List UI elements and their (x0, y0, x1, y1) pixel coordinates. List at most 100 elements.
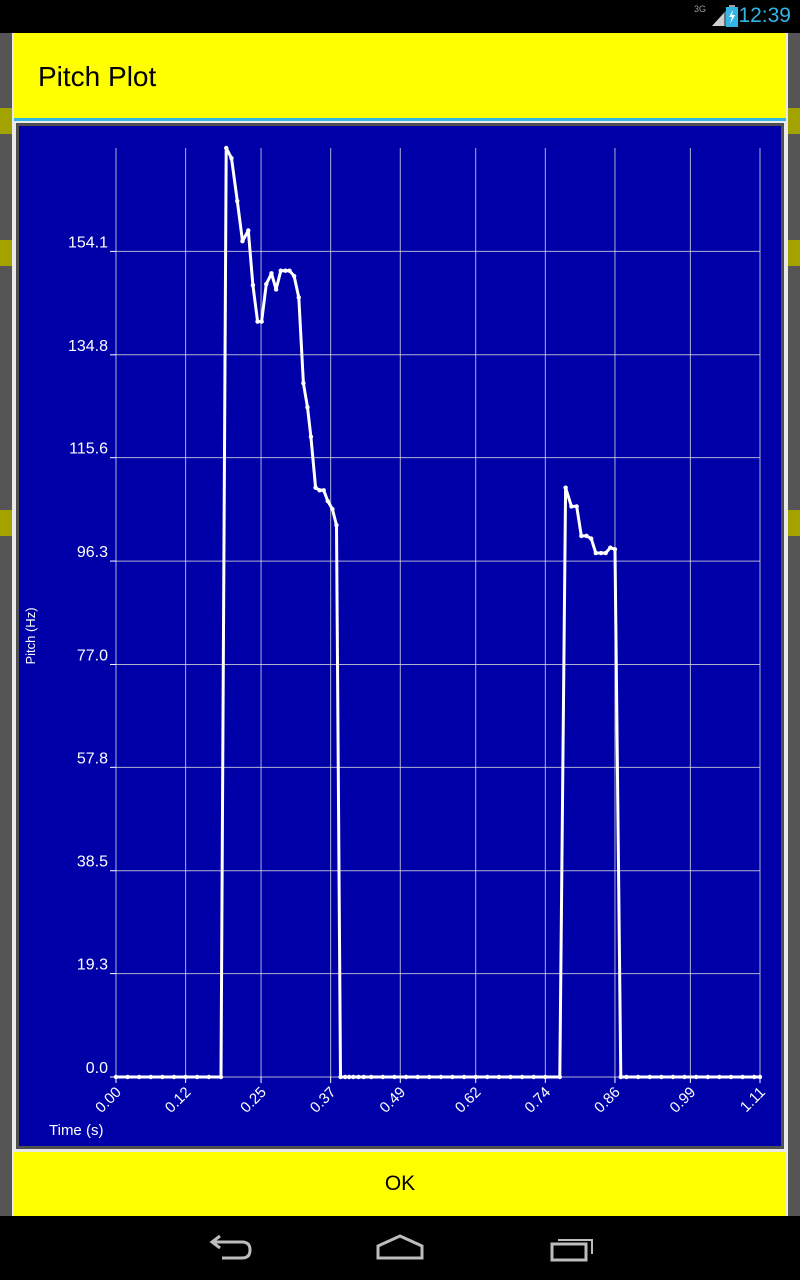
pitch-point (273, 287, 279, 292)
pitch-point (113, 1074, 119, 1080)
x-tick-label: 1.11 (737, 1084, 769, 1116)
pitch-chart: 0.00 0.12 0.25 0.37 0.49 0.62 0.74 0.86 0.99 1.11… (23, 145, 769, 1139)
pitch-point (308, 434, 314, 439)
pitch-point (183, 1074, 188, 1080)
x-tick-label: 0.12 (162, 1084, 195, 1117)
pitch-point (347, 1074, 352, 1080)
plot-frame: 0.00 0.12 0.25 0.37 0.49 0.62 0.74 0.86 0.99 1.11… (16, 123, 784, 1149)
y-tick-label: 19.3 (77, 957, 108, 974)
dialog-title-bar: Pitch Plot (14, 33, 786, 118)
pitch-point (313, 485, 318, 490)
pitch-point (224, 145, 229, 151)
pitch-point (351, 1074, 356, 1080)
pitch-point (598, 550, 604, 556)
pitch-point (563, 485, 568, 490)
pitch-point (415, 1074, 420, 1080)
pitch-point (392, 1074, 397, 1080)
background-marker (0, 240, 14, 266)
background-marker (786, 108, 800, 134)
pitch-point (612, 547, 618, 552)
pitch-point (519, 1074, 525, 1080)
background-marker (0, 108, 14, 134)
chart-axes: 0.00 0.12 0.25 0.37 0.49 0.62 0.74 0.86 0.99 1.11… (68, 234, 769, 1116)
pitch-point (728, 1074, 734, 1080)
pitch-point (557, 1074, 563, 1080)
pitch-point (635, 1074, 641, 1080)
pitch-point (330, 506, 335, 512)
chart-series (113, 145, 763, 1080)
pitch-point (137, 1074, 142, 1080)
pitch-point (584, 533, 589, 539)
y-tick-label: 77.0 (77, 647, 108, 664)
pitch-chart-area: 0.00 0.12 0.25 0.37 0.49 0.62 0.74 0.86 0.99 1.11… (19, 126, 781, 1146)
pitch-point (235, 198, 240, 204)
x-tick-label: 0.25 (237, 1084, 270, 1117)
pitch-point (325, 498, 330, 504)
pitch-point (291, 273, 297, 279)
pitch-point (125, 1074, 130, 1080)
x-tick-label: 0.37 (307, 1084, 340, 1117)
pitch-point (608, 545, 613, 550)
pitch-point (338, 1074, 343, 1080)
pitch-point (450, 1074, 455, 1080)
network-type-label: 3G (693, 4, 706, 14)
pitch-point (593, 550, 599, 556)
y-tick-label: 134.8 (68, 338, 108, 355)
pitch-point (229, 155, 234, 161)
y-tick-label: 38.5 (77, 854, 108, 871)
pitch-point (264, 281, 269, 287)
pitch-point (659, 1074, 664, 1080)
background-marker (0, 510, 14, 536)
signal-bars-icon (712, 6, 730, 31)
pitch-point (255, 319, 260, 324)
home-button[interactable] (370, 1230, 430, 1266)
pitch-point (369, 1074, 374, 1080)
status-bar: 3G 12:39 (0, 0, 800, 33)
pitch-point (240, 239, 245, 244)
background-marker (786, 510, 800, 536)
recent-apps-button[interactable] (540, 1230, 600, 1266)
pitch-point (531, 1074, 536, 1080)
pitch-point (543, 1074, 548, 1080)
pitch-point (305, 405, 310, 410)
background-marker (786, 240, 800, 266)
back-arrow-icon (209, 1234, 252, 1260)
y-tick-label: 96.3 (77, 544, 108, 561)
pitch-point (171, 1074, 177, 1080)
pitch-point (403, 1074, 409, 1080)
chart-grid (115, 148, 761, 1078)
pitch-point (569, 504, 574, 509)
pitch-point (278, 268, 283, 273)
navigation-bar (0, 1216, 800, 1280)
pitch-point (301, 380, 306, 386)
pitch-line (116, 146, 760, 1079)
recent-apps-icon (550, 1239, 593, 1262)
pitch-point (717, 1074, 722, 1080)
x-tick-label: 0.49 (376, 1084, 409, 1117)
pitch-point (269, 271, 274, 276)
pitch-point (579, 533, 584, 539)
pitch-point (296, 295, 301, 300)
pitch-point (693, 1074, 699, 1080)
x-tick-label: 0.00 (92, 1084, 125, 1117)
title-divider (14, 118, 786, 121)
back-button[interactable] (200, 1230, 260, 1266)
pitch-point (356, 1074, 361, 1080)
y-tick-label: 57.8 (77, 750, 108, 767)
pitch-point (508, 1074, 513, 1080)
pitch-point (603, 550, 608, 556)
x-tick-label: 0.62 (452, 1084, 485, 1117)
ok-button[interactable]: OK (14, 1152, 786, 1216)
x-tick-label: 0.74 (521, 1084, 554, 1117)
battery-charging-icon (726, 5, 738, 32)
pitch-point (206, 1074, 212, 1080)
pitch-point (473, 1074, 478, 1080)
y-tick-label: 115.6 (69, 441, 108, 458)
pitch-point (682, 1074, 687, 1080)
pitch-point (287, 268, 292, 273)
pitch-point (160, 1074, 165, 1080)
pitch-point (148, 1074, 154, 1080)
pitch-point (259, 319, 264, 324)
pitch-point (250, 282, 256, 288)
pitch-point (246, 228, 251, 233)
